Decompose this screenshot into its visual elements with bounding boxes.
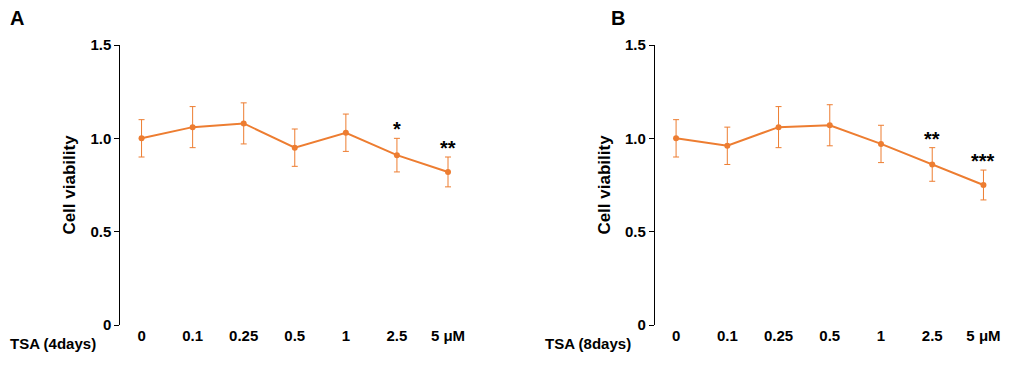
svg-text:0: 0	[637, 316, 645, 333]
svg-text:0: 0	[672, 327, 680, 344]
svg-text:B: B	[611, 7, 625, 29]
svg-text:1.5: 1.5	[625, 36, 646, 53]
svg-text:5 μM: 5 μM	[966, 327, 1000, 344]
svg-text:TSA (8days): TSA (8days)	[545, 335, 631, 352]
svg-text:A: A	[10, 7, 24, 29]
svg-text:Cell viability: Cell viability	[60, 135, 79, 235]
svg-text:0.5: 0.5	[819, 327, 840, 344]
svg-text:***: ***	[971, 150, 995, 172]
svg-text:**: **	[440, 137, 456, 159]
svg-text:**: **	[924, 128, 940, 150]
svg-text:0: 0	[137, 327, 145, 344]
svg-text:*: *	[393, 118, 401, 140]
svg-text:2.5: 2.5	[922, 327, 943, 344]
svg-text:0.1: 0.1	[717, 327, 738, 344]
svg-text:Cell viability: Cell viability	[595, 135, 614, 235]
svg-text:0.5: 0.5	[91, 223, 112, 240]
svg-text:0.5: 0.5	[284, 327, 305, 344]
svg-text:0.25: 0.25	[764, 327, 793, 344]
svg-text:1.0: 1.0	[625, 130, 646, 147]
svg-text:1.0: 1.0	[91, 130, 112, 147]
svg-text:1: 1	[342, 327, 350, 344]
svg-text:0: 0	[103, 316, 111, 333]
svg-text:1: 1	[877, 327, 885, 344]
svg-text:2.5: 2.5	[387, 327, 408, 344]
svg-text:0.5: 0.5	[625, 223, 646, 240]
svg-text:1.5: 1.5	[91, 36, 112, 53]
svg-text:0.1: 0.1	[182, 327, 203, 344]
svg-text:0.25: 0.25	[229, 327, 258, 344]
svg-text:TSA (4days): TSA (4days)	[10, 335, 96, 352]
svg-text:5 μM: 5 μM	[431, 327, 465, 344]
